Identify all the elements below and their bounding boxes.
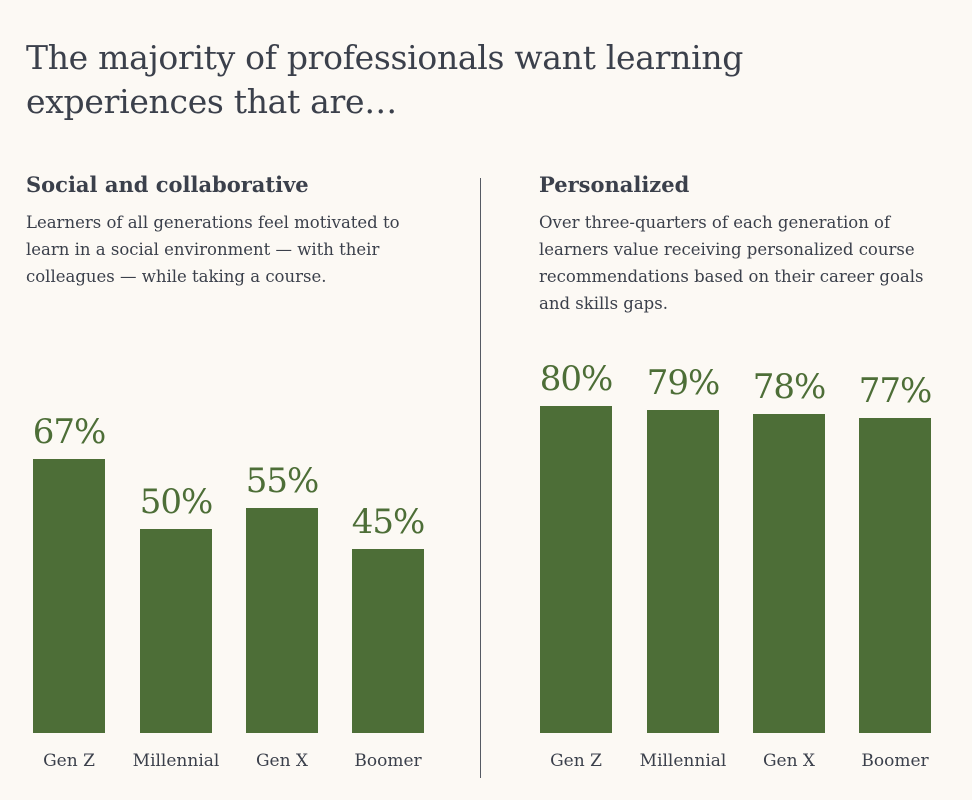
panel-divider [480,178,481,778]
data-label: 77% [858,371,933,412]
data-label: 67% [32,411,107,452]
category-label: Gen Z [550,751,602,771]
bar-gen-z [33,458,105,733]
bar-gen-x [246,508,318,733]
category-label: Gen X [762,751,816,771]
bar-boomer [352,548,424,733]
category-label: Millennial [132,751,220,771]
category-label: Millennial [639,751,727,771]
data-label: 50% [139,481,214,522]
data-label: 79% [646,362,721,403]
data-label: 45% [351,501,426,542]
left-chart-title: Social and collaborative [26,172,309,197]
page-title: The majority of professionals want learn… [26,38,744,121]
bar-gen-z [540,405,612,733]
bar-boomer [859,418,931,733]
data-label: 55% [245,461,320,502]
right-chart-subtitle: Over three-quarters of each generation o… [539,213,924,313]
bar-millennial [647,409,719,733]
data-label: 80% [539,358,614,399]
category-label: Gen X [255,751,309,771]
bar-millennial [140,528,212,733]
category-label: Boomer [354,751,422,771]
data-label: 78% [752,366,827,407]
left-chart-subtitle: Learners of all generations feel motivat… [26,213,400,286]
bar-gen-x [753,413,825,733]
right-chart-title: Personalized [539,172,690,197]
category-label: Gen Z [43,751,95,771]
category-label: Boomer [861,751,929,771]
